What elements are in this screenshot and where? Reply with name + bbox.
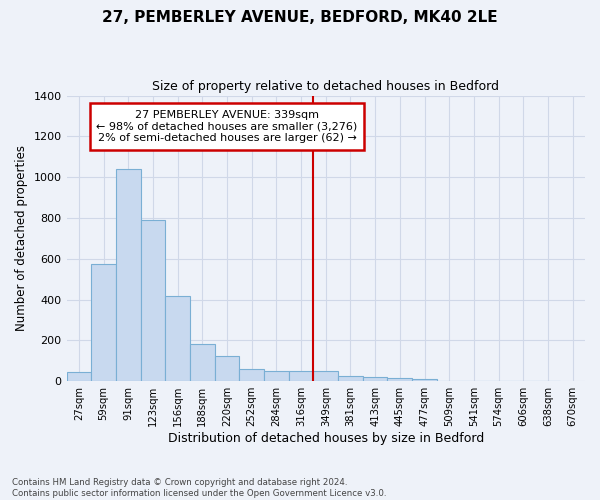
Y-axis label: Number of detached properties: Number of detached properties — [15, 146, 28, 332]
Bar — [264, 371, 289, 381]
Text: 27, PEMBERLEY AVENUE, BEDFORD, MK40 2LE: 27, PEMBERLEY AVENUE, BEDFORD, MK40 2LE — [102, 10, 498, 25]
Bar — [363, 377, 388, 381]
Title: Size of property relative to detached houses in Bedford: Size of property relative to detached ho… — [152, 80, 499, 93]
Text: Contains HM Land Registry data © Crown copyright and database right 2024.
Contai: Contains HM Land Registry data © Crown c… — [12, 478, 386, 498]
X-axis label: Distribution of detached houses by size in Bedford: Distribution of detached houses by size … — [167, 432, 484, 445]
Bar — [239, 369, 264, 381]
Bar — [140, 220, 165, 381]
Bar — [116, 169, 140, 381]
Text: 27 PEMBERLEY AVENUE: 339sqm
← 98% of detached houses are smaller (3,276)
2% of s: 27 PEMBERLEY AVENUE: 339sqm ← 98% of det… — [97, 110, 358, 143]
Bar — [165, 296, 190, 381]
Bar — [289, 372, 313, 381]
Bar — [91, 264, 116, 381]
Bar — [215, 356, 239, 381]
Bar — [313, 372, 338, 381]
Bar — [190, 344, 215, 381]
Bar — [338, 376, 363, 381]
Bar — [67, 372, 91, 381]
Bar — [412, 379, 437, 381]
Bar — [388, 378, 412, 381]
